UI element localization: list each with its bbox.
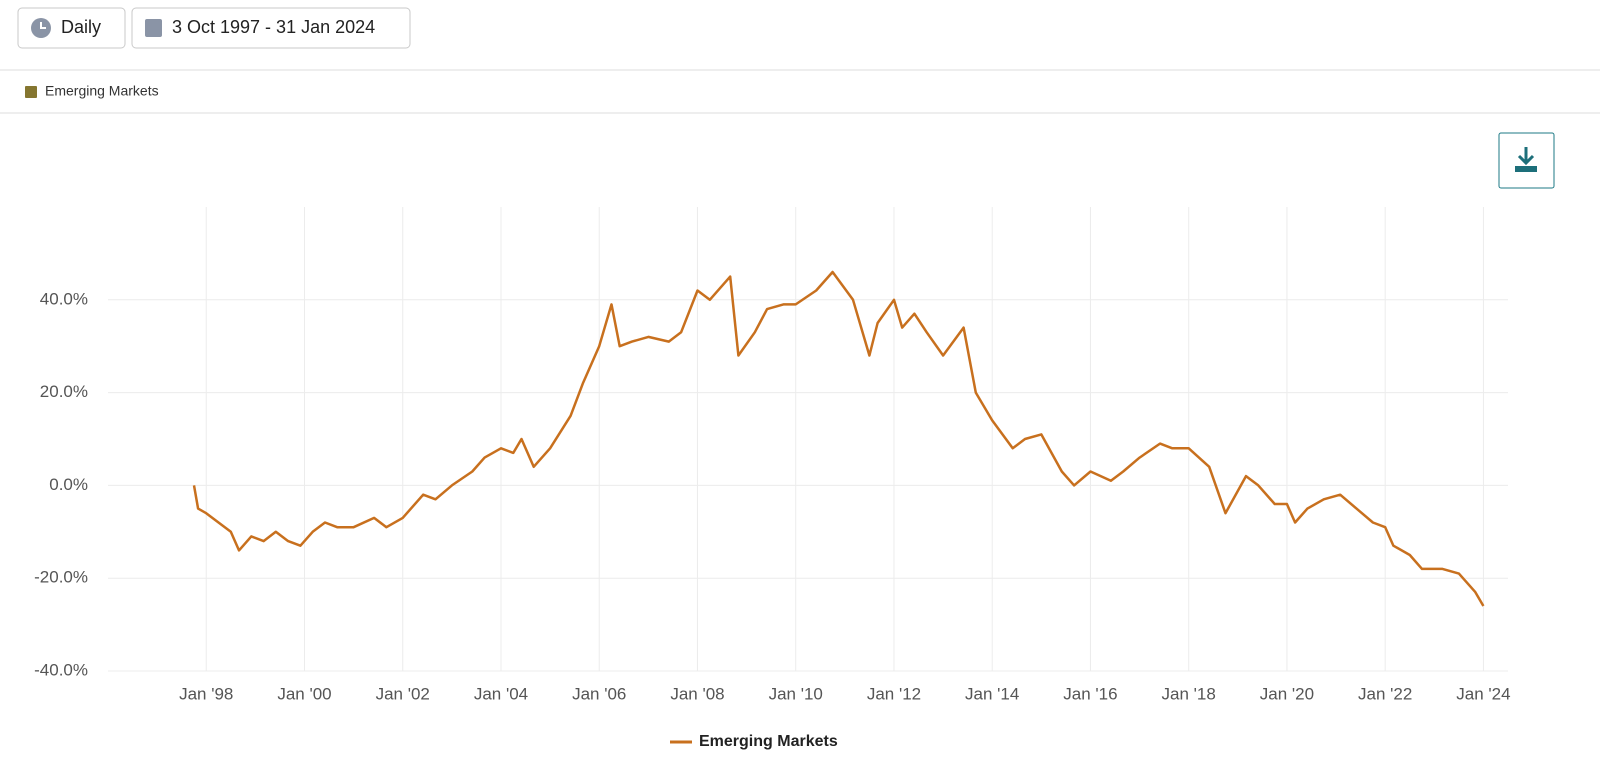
x-tick-label: Jan '04 [474,684,528,703]
x-tick-label: Jan '02 [376,684,430,703]
x-tick-label: Jan '24 [1456,684,1510,703]
x-tick-label: Jan '14 [965,684,1019,703]
date-range-label: 3 Oct 1997 - 31 Jan 2024 [172,17,375,37]
x-tick-label: Jan '20 [1260,684,1314,703]
x-tick-label: Jan '00 [277,684,331,703]
data-line [192,270,1485,607]
x-tick-label: Jan '12 [867,684,921,703]
filter-swatch [25,86,37,98]
calendar-icon [145,19,162,37]
y-tick-label: -20.0% [34,568,88,587]
x-tick-label: Jan '06 [572,684,626,703]
legend-label: Emerging Markets [699,733,838,750]
x-tick-label: Jan '16 [1063,684,1117,703]
filter-label[interactable]: Emerging Markets [45,83,159,99]
clock-hands [40,22,46,29]
x-tick-label: Jan '98 [179,684,233,703]
y-tick-label: 40.0% [40,289,88,308]
frequency-label: Daily [61,17,101,37]
frequency-button[interactable] [17,7,126,49]
x-tick-label: Jan '10 [769,684,823,703]
x-tick-label: Jan '18 [1162,684,1216,703]
y-tick-label: 0.0% [49,475,88,494]
download-icon [1517,147,1535,166]
y-tick-label: -40.0% [34,660,88,679]
plot: -40.0% -20.0% 0.0% 20.0% 40.0% Jan '98 Jan '00… [34,207,1511,750]
x-tick-label: Jan '08 [670,684,724,703]
x-tick-label: Jan '22 [1358,684,1412,703]
download-tray [1515,166,1537,172]
y-tick-label: 20.0% [40,382,88,401]
date-range-button[interactable] [131,7,411,49]
